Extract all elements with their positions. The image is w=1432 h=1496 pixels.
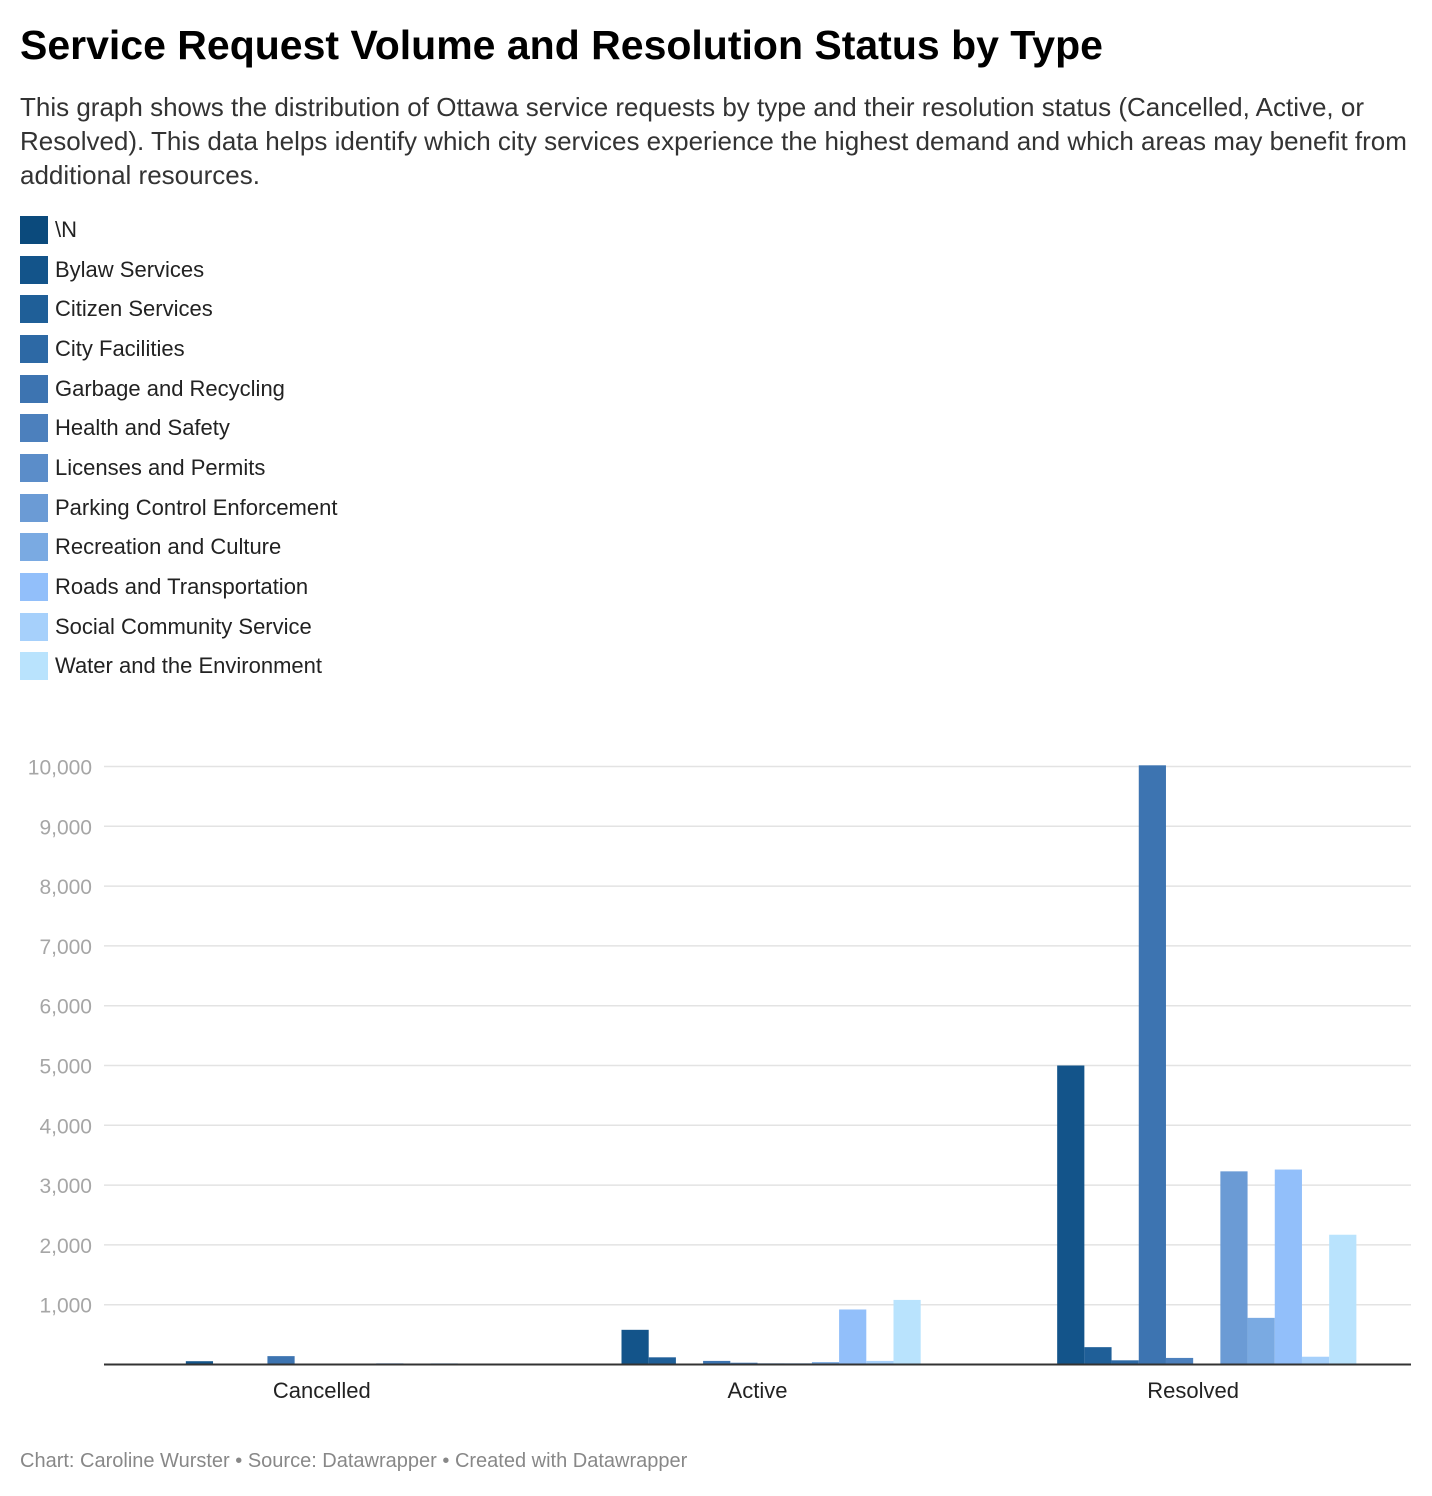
bar-resolved-garbage-and-recycling <box>1138 765 1166 1365</box>
legend-label: Water and the Environment <box>55 653 322 679</box>
bar-resolved-social-community-service <box>1301 1356 1330 1365</box>
bar-chart: 1,000 2,000 3,000 4,000 5,000 6,000 7,000 8,000… <box>28 757 1411 1403</box>
bar-resolved-health-and-safety <box>1165 1357 1194 1365</box>
legend-item-health-and-safety: Health and Safety <box>20 408 337 448</box>
legend-item-roads-and-transportation: Roads and Transportation <box>20 567 337 607</box>
legend-item-garbage-and-recycling: Garbage and Recycling <box>20 369 337 409</box>
legend-label: \N <box>55 216 77 242</box>
legend-swatch <box>20 612 48 641</box>
bar-resolved-water-and-the-environment <box>1329 1234 1357 1365</box>
y-tick-label: 5,000 <box>39 1056 92 1079</box>
legend-swatch <box>20 453 48 482</box>
legend-label: Social Community Service <box>55 613 312 639</box>
legend-label: Bylaw Services <box>55 256 205 282</box>
footer-source: Source: Datawrapper <box>247 1450 437 1472</box>
bar-cancelled-garbage-and-recycling <box>267 1356 295 1365</box>
legend-swatch <box>20 573 48 602</box>
bar-active-recreation-and-culture <box>811 1362 840 1365</box>
bar-active-citizen-services <box>648 1357 676 1365</box>
bar-active-roads-and-transportation <box>839 1309 867 1365</box>
legend-item-licenses-and-permits: Licenses and Permits <box>20 448 337 488</box>
gridlines <box>104 765 1411 1306</box>
legend-swatch <box>20 414 48 443</box>
chart-footer: Chart: Caroline Wurster • Source: Datawr… <box>20 1450 687 1473</box>
bar-cancelled-bylaw-services <box>185 1361 214 1365</box>
legend-label: Recreation and Culture <box>55 534 282 560</box>
legend-item-water-and-the-environment: Water and the Environment <box>20 647 337 687</box>
bar-resolved-citizen-services <box>1084 1347 1112 1365</box>
legend-item-parking-control-enforcement: Parking Control Enforcement <box>20 488 337 528</box>
y-tick-label: 4,000 <box>39 1115 92 1138</box>
y-tick-label: 10,000 <box>28 757 92 780</box>
legend-swatch <box>20 295 48 324</box>
legend-swatch <box>20 255 48 284</box>
legend-label: Garbage and Recycling <box>55 375 285 401</box>
x-axis-ticks: Cancelled Active Resolved <box>104 1363 1411 1403</box>
legend-swatch <box>20 652 48 681</box>
chart-description: This graph shows the distribution of Ott… <box>20 92 1407 190</box>
legend-label: Licenses and Permits <box>55 454 266 480</box>
legend-item-citizen-services: Citizen Services <box>20 289 337 329</box>
legend-item-social-community-service: Social Community Service <box>20 607 337 647</box>
y-tick-label: 6,000 <box>39 996 92 1019</box>
bar-resolved-recreation-and-culture <box>1247 1317 1275 1365</box>
y-tick-label: 7,000 <box>39 936 92 959</box>
chart-legend: \N Bylaw Services Citizen Services City Fac… <box>20 210 337 686</box>
chart-title: Service Request Volume and Resolution St… <box>20 22 1103 68</box>
footer-chart-credit: Chart: Caroline Wurster <box>20 1450 230 1472</box>
legend-swatch <box>20 215 48 244</box>
x-tick-label-resolved: Resolved <box>1147 1378 1239 1403</box>
legend-swatch <box>20 533 48 562</box>
bar-resolved-city-facilities <box>1111 1360 1139 1365</box>
legend-label: Citizen Services <box>55 296 213 322</box>
legend-swatch <box>20 493 48 522</box>
y-tick-label: 2,000 <box>39 1235 92 1258</box>
legend-item-city-facilities: City Facilities <box>20 329 337 369</box>
legend-label: Health and Safety <box>55 415 230 441</box>
legend-label: Parking Control Enforcement <box>55 494 338 520</box>
bar-active-social-community-service <box>866 1360 894 1365</box>
y-axis-ticks: 1,000 2,000 3,000 4,000 5,000 6,000 7,000 8,000… <box>28 757 92 1318</box>
legend-label: Roads and Transportation <box>55 574 309 600</box>
legend-item-recreation-and-culture: Recreation and Culture <box>20 528 337 568</box>
y-tick-label: 9,000 <box>39 816 92 839</box>
footer-created-with: Created with Datawrapper <box>454 1450 688 1472</box>
y-tick-label: 3,000 <box>39 1175 92 1198</box>
bar-active-bylaw-services <box>621 1329 649 1365</box>
x-tick-label-cancelled: Cancelled <box>273 1378 371 1403</box>
x-tick-label-active: Active <box>728 1378 788 1403</box>
bar-resolved-bylaw-services <box>1057 1065 1085 1365</box>
y-tick-label: 8,000 <box>39 876 92 899</box>
legend-item-bylaw-services: Bylaw Services <box>20 250 337 290</box>
bar-resolved-roads-and-transportation <box>1274 1169 1302 1365</box>
bars <box>185 765 1357 1365</box>
legend-label: City Facilities <box>55 335 185 361</box>
footer-separator: • <box>235 1450 248 1472</box>
legend-item-n: \N <box>20 210 337 250</box>
bar-active-water-and-the-environment <box>893 1299 921 1365</box>
footer-separator: • <box>442 1450 455 1472</box>
legend-swatch <box>20 334 48 363</box>
bar-active-garbage-and-recycling <box>703 1360 731 1365</box>
y-tick-label: 1,000 <box>39 1295 92 1318</box>
legend-swatch <box>20 374 48 403</box>
bar-resolved-parking-control-enforcement <box>1220 1171 1248 1365</box>
